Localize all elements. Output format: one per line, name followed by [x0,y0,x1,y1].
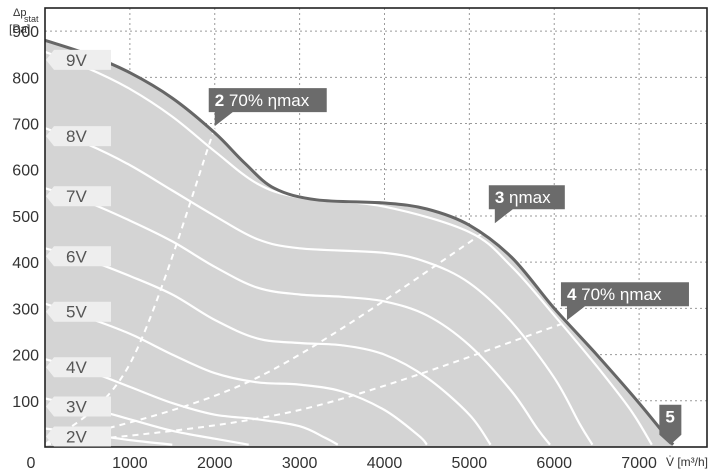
curve-6v [44,247,492,446]
voltage-tag-label: 3V [66,397,87,416]
y-tick-label: 500 [12,209,39,226]
voltage-tag-2v: 2V [46,426,111,447]
callout-label: 70% ηmax [224,91,310,110]
y-tick-label: 800 [12,70,39,87]
curve-7v [44,187,551,446]
callout-number: 5 [665,408,674,427]
callout-box [560,282,689,321]
x-tick-label: 7000 [621,455,657,472]
callout-label: ηmax [504,188,551,207]
voltage-tag-9v: 9V [46,49,111,70]
voltage-tag-label: 9V [66,51,87,70]
y-tick-label: 300 [12,301,39,318]
x-tick-label: 1000 [112,455,148,472]
callout-text: 5 [665,408,674,427]
voltage-labels: 9V 8V 7V 6V 5V 4V 3V 2V [46,49,111,447]
voltage-tag-7v: 7V [46,186,111,207]
callout-box [488,185,565,224]
y-tick-label: 900 [12,24,39,41]
y-axis-unit: [Pa] [9,22,30,36]
plot-frame [44,7,708,448]
curve-5v [44,302,428,446]
voltage-tag-shape [46,426,111,447]
voltage-tag-label: 6V [66,247,87,266]
y-axis-subscript: stat [24,14,39,24]
callout-box [659,404,682,445]
voltage-tag-4v: 4V [46,357,111,378]
callout-label: 70% ηmax [576,285,662,304]
y-tick-label: 700 [12,117,39,134]
voltage-tag-shape [46,126,111,147]
voltage-tag-shape [46,49,111,70]
x-tick-label: 4000 [367,455,403,472]
y-tick-label: 600 [12,163,39,180]
voltage-tag-6v: 6V [46,246,111,267]
voltage-tag-5v: 5V [46,301,111,322]
callout-text: 2 70% ηmax [215,91,310,110]
callout-number: 3 [495,188,504,207]
voltage-tag-label: 7V [66,187,87,206]
callout-number: 4 [567,285,577,304]
voltage-tag-shape [46,357,111,378]
x-tick-label: 5000 [452,455,488,472]
voltage-tag-label: 4V [66,358,87,377]
callout-text: 4 70% ηmax [567,285,662,304]
x-tick-label: 2000 [197,455,233,472]
callout-5: 5 [659,404,682,445]
voltage-tag-shape [46,246,111,267]
callouts: 2 70% ηmax 3 ηmax 4 70% ηmax 5 [208,88,689,445]
efficiency-line-4 [44,321,568,446]
x-tick-label: 0 [27,455,36,472]
operating-area [45,40,674,448]
callout-box [208,88,327,127]
max-envelope-line [44,38,675,446]
voltage-tag-shape [46,186,111,207]
x-tick-label: 3000 [282,455,318,472]
x-tick-label: 6000 [536,455,572,472]
y-axis-title: Δp stat [Pa] [9,7,39,36]
voltage-tag-3v: 3V [46,396,111,417]
voltage-tag-shape [46,301,111,322]
voltage-tag-shape [46,396,111,417]
y-axis-symbol: Δp [13,7,26,19]
callout-3: 3 ηmax [488,185,565,224]
voltage-tag-8v: 8V [46,126,111,147]
voltage-tag-label: 8V [66,127,87,146]
voltage-tag-label: 2V [66,428,87,447]
curve-8v [44,127,594,446]
y-tick-label: 200 [12,348,39,365]
y-tick-label: 400 [12,255,39,272]
plot-border [44,7,708,448]
x-axis-title: V̇ [m³/h] [666,455,708,469]
y-tick-label: 100 [12,394,39,411]
voltage-tag-label: 5V [66,303,87,322]
callout-number: 2 [215,91,224,110]
callout-text: 3 ηmax [495,188,551,207]
tick-labels: 0 1000 2000 3000 4000 5000 6000 7000 100 200 300 40… [12,24,657,472]
callout-4: 4 70% ηmax [560,282,689,321]
callout-2: 2 70% ηmax [208,88,327,127]
